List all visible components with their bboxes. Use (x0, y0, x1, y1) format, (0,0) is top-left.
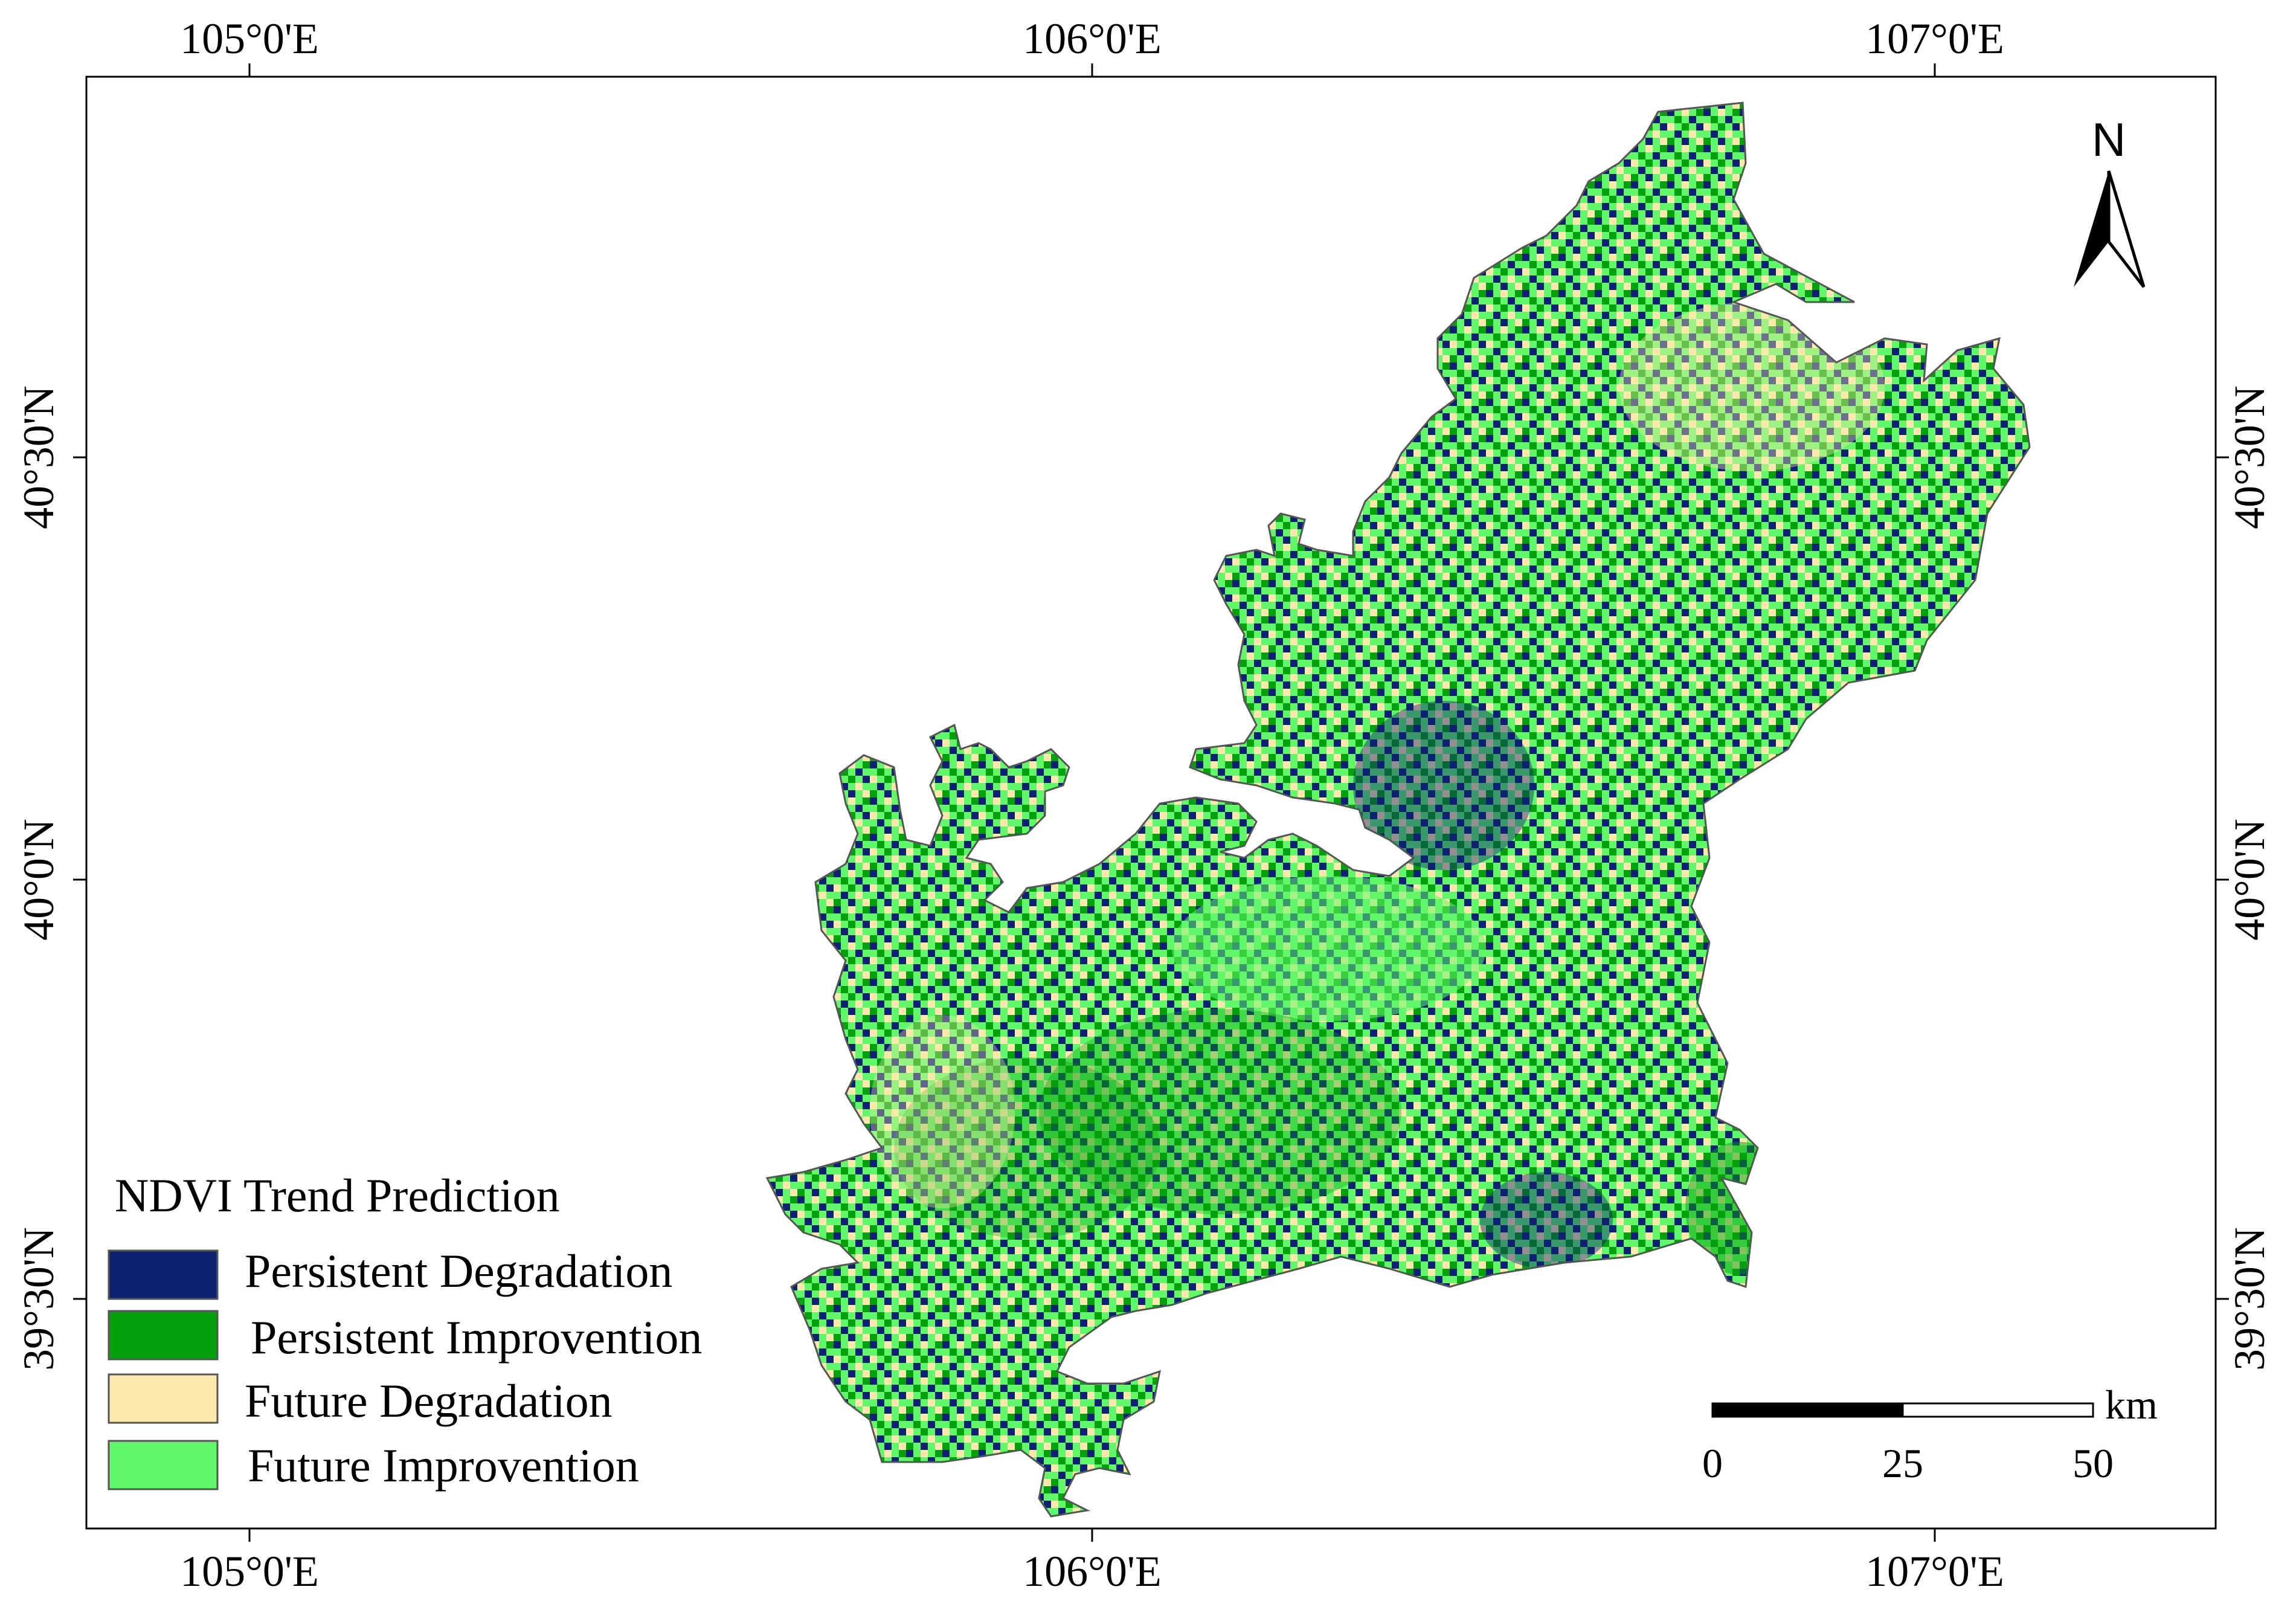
lon-label-bottom-3: 107°0'E (1865, 1547, 2004, 1596)
legend-label: Future Improvention (248, 1439, 639, 1492)
legend-label: Future Degradation (245, 1374, 613, 1427)
legend-item-persistent-degradation: Persistent Degradation (108, 1245, 672, 1300)
scale-bar-unit: km (2105, 1382, 2158, 1428)
ndvi-raster-zones (870, 302, 1885, 1275)
legend-label: Persistent Degradation (245, 1245, 672, 1297)
north-arrow-label: N (2092, 113, 2126, 166)
lat-label-right-2: 40°0'N (2225, 819, 2274, 941)
north-arrow-left-half (2074, 171, 2109, 287)
scale-bar: km 0 25 50 (1702, 1382, 2158, 1486)
scale-bar-tick-50: 50 (2073, 1440, 2114, 1486)
legend-swatch (108, 1310, 219, 1361)
scale-bar-black-segment (1711, 1402, 1904, 1418)
ndvi-region (766, 101, 2031, 1518)
legend-title: NDVI Trend Prediction (115, 1169, 560, 1222)
lat-label-left-3: 39°30'N (14, 1227, 63, 1371)
scale-bar-tick-0: 0 (1702, 1440, 1723, 1486)
lon-label-top-2: 106°0'E (1023, 14, 1162, 63)
north-arrow-right-half (2107, 170, 2146, 288)
legend-swatch (108, 1440, 219, 1490)
legend-item-future-improvention: Future Improvention (108, 1439, 639, 1492)
legend-item-future-degradation: Future Degradation (108, 1373, 613, 1427)
lat-label-right-3: 39°30'N (2225, 1227, 2274, 1371)
lat-label-left-2: 40°0'N (14, 819, 63, 941)
lon-label-bottom-2: 106°0'E (1023, 1547, 1162, 1596)
lon-label-bottom-1: 105°0'E (180, 1547, 319, 1596)
legend-swatch (108, 1249, 219, 1300)
lat-label-right-1: 40°30'N (2225, 385, 2274, 529)
scale-bar-tick-25: 25 (1882, 1440, 1923, 1486)
legend-swatch (108, 1373, 219, 1424)
map-frame (85, 76, 2217, 1530)
legend-item-persistent-improvention: Persistent Improvention (108, 1310, 702, 1364)
lon-label-top-3: 107°0'E (1865, 14, 2004, 63)
lat-label-left-1: 40°30'N (14, 385, 63, 529)
north-arrow: N (2074, 113, 2146, 288)
legend-label: Persistent Improvention (251, 1311, 702, 1364)
legend: NDVI Trend Prediction Persistent Degrada… (108, 1169, 702, 1492)
lon-label-top-1: 105°0'E (180, 14, 319, 63)
scale-bar-white-segment (1902, 1402, 2094, 1418)
graticule-ticks (73, 63, 2229, 1542)
